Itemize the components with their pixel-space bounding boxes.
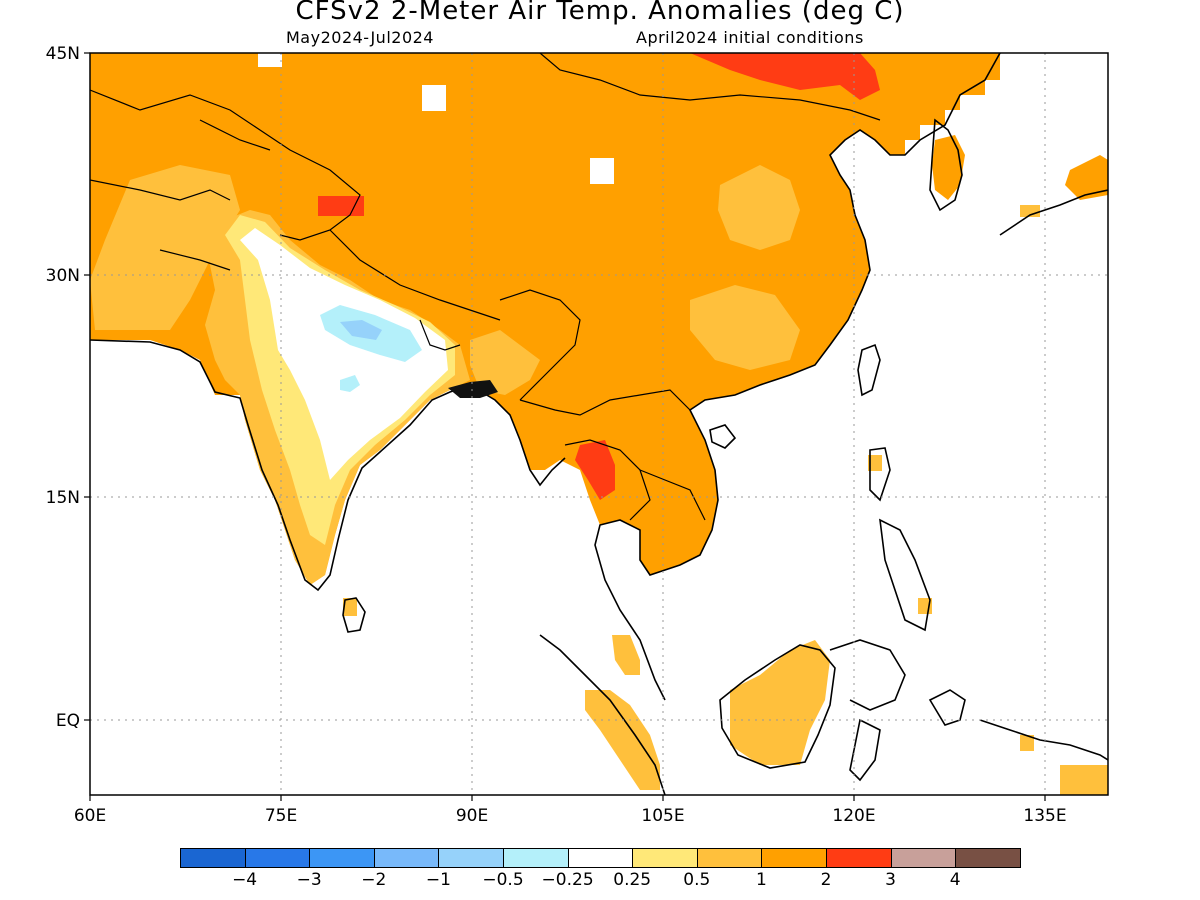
lon-label-120e: 120E [832,806,875,826]
colorbar-cell [890,848,957,868]
colorbar-label: 0.25 [613,870,652,890]
lon-label-90e: 90E [456,806,488,826]
colorbar-label: −4 [232,870,258,890]
lon-label-75e: 75E [265,806,297,826]
myanmar-light-patch [470,330,540,395]
lat-label-45n: 45N [46,44,80,64]
axis-ticks [84,52,1046,801]
colorbar-cell [632,848,698,868]
india-neutral-area [240,228,448,480]
lake-mask-1 [422,85,446,111]
country-borders [90,53,881,521]
new-guinea-anomaly [1060,765,1108,795]
lon-label-60e: 60E [74,806,106,826]
malaya-anomaly [612,635,640,675]
anomaly-field [90,53,1108,795]
japan-anomaly [1065,155,1108,200]
colorbar-cell [567,848,634,868]
colorbar-label: −2 [361,870,387,890]
colorbar-label: 4 [949,870,961,890]
colorbar-cell [826,848,892,868]
colorbar-cell [761,848,827,868]
china-light-patch-2 [690,285,800,370]
lat-label-15n: 15N [46,488,80,508]
china-light-patch [718,165,800,250]
lat-label-eq: EQ [56,711,80,731]
colorbar-cell [955,848,1021,868]
india-small-cool-patch [340,375,360,392]
colorbar-label: 1 [755,870,767,890]
central-asia-light-patch [90,165,240,330]
borneo-anomaly [730,640,830,765]
india-cooler-patch [340,320,382,340]
colorbar-label: −0.25 [541,870,594,890]
colorbar-cell [696,848,763,868]
colorbar-label: −3 [296,870,322,890]
ganges-delta [448,380,498,398]
colorbar-label: 2 [820,870,832,890]
mongolia-hot-anomaly [690,53,880,100]
lake-mask-2 [590,158,614,184]
tibet-hot-spot [318,196,364,216]
colorbar-label: 0.5 [683,870,711,890]
colorbar-cell [373,848,440,868]
colorbar-cell [244,848,311,868]
map-title: CFSv2 2-Meter Air Temp. Anomalies (deg C… [295,0,905,26]
sulawesi-anomaly [1020,735,1034,751]
thailand-hot-anomaly [575,440,615,500]
colorbar-cell [438,848,504,868]
gridlines [90,53,1108,795]
sumatra-anomaly [585,690,660,790]
colorbar-cell [180,848,246,868]
lon-label-105e: 105E [641,806,684,826]
colorbar-label: 3 [885,870,897,890]
coastlines [90,53,1108,795]
lat-label-30n: 30N [46,266,80,286]
lake-mask-3 [258,53,282,67]
map-frame [89,52,1109,796]
colorbar-label: −0.5 [482,870,524,890]
colorbar-label: −1 [425,870,451,890]
sri-lanka-anomaly [343,598,357,616]
initial-conditions: April2024 initial conditions [636,28,864,47]
lon-label-135e: 135E [1023,806,1066,826]
philippines-anomaly [868,455,882,471]
korea-anomaly [932,135,965,200]
colorbar-cell [503,848,569,868]
forecast-period: May2024-Jul2024 [286,28,434,47]
colorbar-cell [309,848,375,868]
